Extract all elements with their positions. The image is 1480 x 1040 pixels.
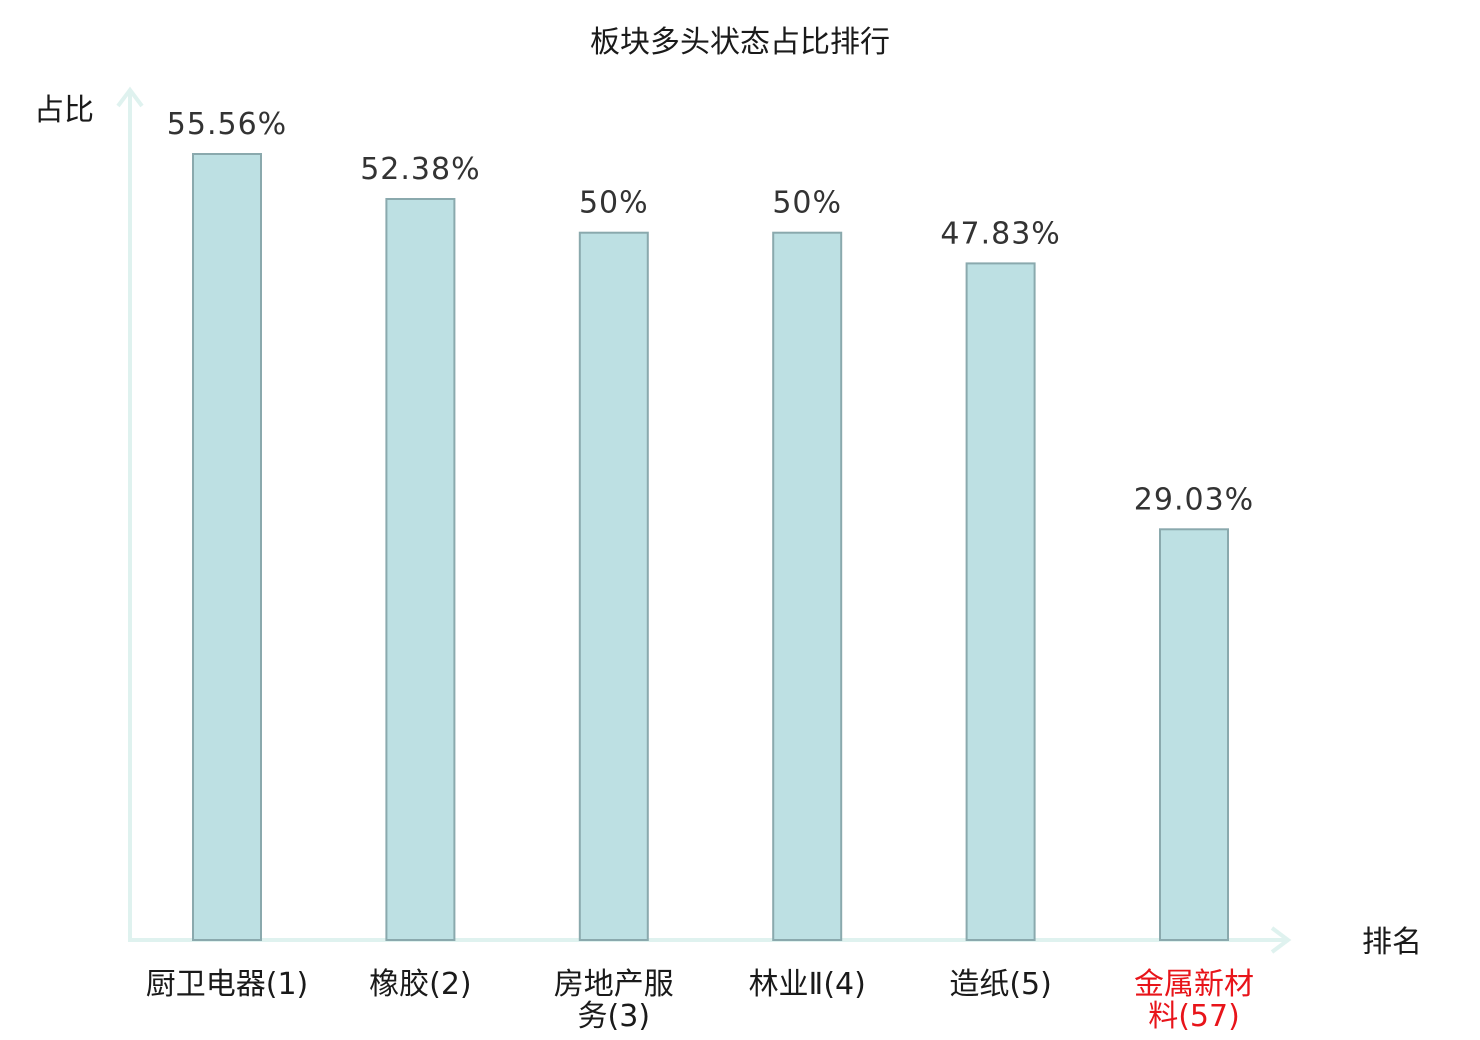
x-axis-label: 排名 (1362, 925, 1422, 960)
y-axis-arrow (116, 86, 144, 108)
x-tick-label: 厨卫电器(1) (146, 967, 309, 1002)
x-tick-label: 林业Ⅱ(4) (749, 967, 866, 1002)
bar (192, 153, 262, 941)
bar-value-label: 29.03% (1134, 482, 1254, 517)
x-tick-label: 房地产服 (554, 967, 674, 1002)
x-tick-label: 料(57) (1148, 999, 1240, 1034)
x-tick-label: 造纸(5) (949, 967, 1052, 1002)
x-tick-label: 务(3) (578, 999, 651, 1034)
bar-value-label: 52.38% (360, 152, 480, 187)
bar-value-label: 55.56% (167, 107, 287, 142)
bar (385, 198, 456, 941)
bar (772, 231, 843, 941)
x-tick-label: 橡胶(2) (369, 967, 472, 1002)
bar (578, 231, 649, 941)
bar-value-label: 47.83% (940, 216, 1060, 251)
bar (1159, 528, 1229, 941)
bar-value-label: 50% (772, 186, 842, 221)
bar (965, 262, 1036, 941)
value-labels-group: 55.56% 52.38% 50% 50% 47.83% 29.03% (167, 107, 1254, 517)
bars-group (192, 153, 1229, 941)
bar-value-label: 50% (579, 186, 649, 221)
y-axis-label: 占比 (34, 93, 94, 128)
chart-title: 板块多头状态占比排行 (590, 25, 890, 60)
x-tick-label: 金属新材 (1134, 967, 1254, 1002)
x-axis-arrow (1270, 926, 1292, 954)
